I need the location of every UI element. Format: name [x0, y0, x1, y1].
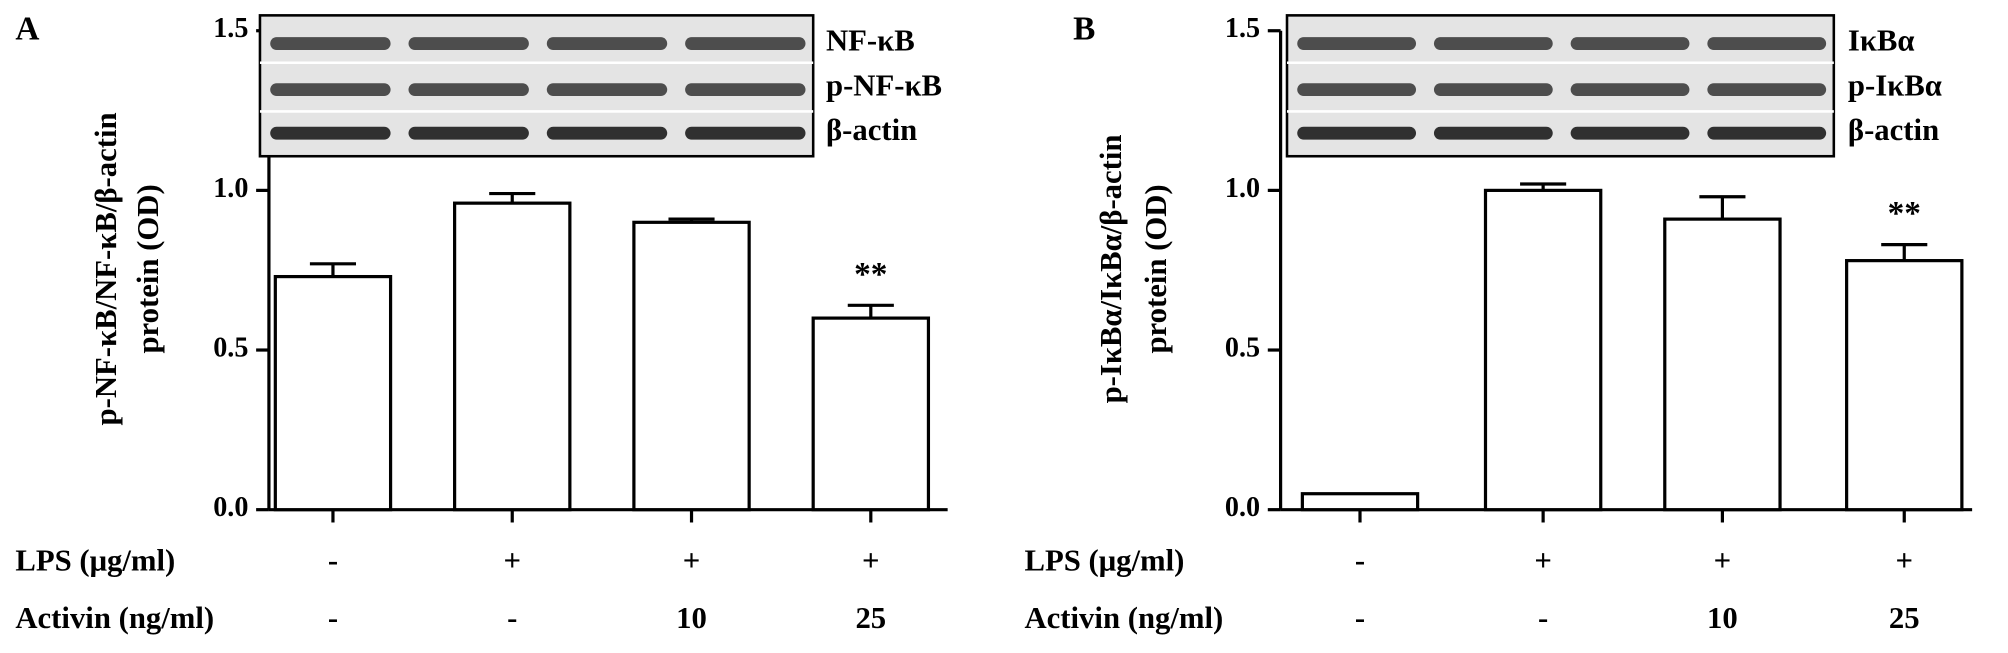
row-value: 10 [1707, 601, 1738, 635]
row-value: - [1538, 601, 1548, 635]
row-value: - [1355, 544, 1365, 578]
row-label: LPS (μg/ml) [1024, 544, 1184, 578]
blot-band [270, 126, 391, 140]
bar [1483, 188, 1603, 512]
row-value: + [862, 544, 880, 578]
row-value: 10 [676, 601, 707, 635]
significance: ** [1888, 195, 1921, 232]
blot-band [685, 37, 806, 50]
figure-body: A0.00.51.01.5p-NF-κB/NF-κB/β-actin protei… [15, 11, 1973, 635]
blot-band [1570, 83, 1690, 97]
blot-band [1570, 37, 1690, 50]
blot-label: IκBα [1848, 24, 1915, 58]
significance: ** [854, 256, 887, 293]
blot-label: NF-κB [826, 24, 915, 58]
y-axis-label: p-IκBα/IκBα/β-actin [1094, 134, 1128, 403]
y-axis-label: protein (OD) [1139, 184, 1173, 353]
row-value: + [1895, 544, 1913, 578]
panel-letter: A [15, 11, 39, 48]
blot-band [1433, 37, 1553, 50]
y-tick-label: 1.0 [213, 173, 248, 204]
panel-letter: B [1073, 11, 1095, 48]
y-tick-label: 1.0 [1225, 173, 1260, 204]
blot-band [546, 37, 668, 50]
y-tick-label: 1.5 [213, 13, 248, 44]
y-axis-label: p-NF-κB/NF-κB/β-actin [89, 112, 123, 425]
bar [1300, 492, 1420, 512]
blot-band [1297, 83, 1417, 97]
blot-label: p-NF-κB [826, 68, 942, 102]
blot-band [408, 83, 529, 97]
row-label: Activin (ng/ml) [1024, 601, 1223, 635]
blot-band [270, 83, 391, 97]
blot-band [408, 126, 529, 140]
row-label: LPS (μg/ml) [15, 544, 175, 578]
y-tick-label: 0.0 [1225, 492, 1260, 523]
bar [1663, 217, 1782, 512]
y-tick-label: 0.5 [213, 332, 248, 363]
blot-band [1433, 126, 1553, 140]
blot-band [1297, 126, 1417, 140]
blot-band [1297, 37, 1417, 50]
blot-band [408, 37, 529, 50]
row-value: + [503, 544, 521, 578]
y-axis-label: protein (OD) [131, 184, 165, 353]
blot-band [1707, 37, 1827, 50]
bar [632, 220, 751, 512]
row-value: - [328, 601, 338, 635]
blot-band [546, 126, 668, 140]
row-value: - [507, 601, 517, 635]
row-value: 25 [855, 601, 886, 635]
blot-band [1707, 83, 1827, 97]
blot-band [1433, 83, 1553, 97]
blot-label: p-IκBα [1848, 68, 1942, 102]
row-value: + [683, 544, 701, 578]
blot-band [1570, 126, 1690, 140]
blot-label: β-actin [826, 113, 917, 147]
blot-band [685, 126, 806, 140]
bar [811, 316, 931, 512]
bar [1845, 259, 1964, 512]
y-tick-label: 0.0 [213, 492, 248, 523]
y-tick-label: 1.5 [1225, 13, 1260, 44]
bar [453, 201, 572, 512]
blot-band [546, 83, 668, 97]
row-value: + [1534, 544, 1552, 578]
bar [273, 274, 393, 512]
row-value: 25 [1889, 601, 1920, 635]
row-value: + [1714, 544, 1732, 578]
blot-band [1707, 126, 1827, 140]
row-label: Activin (ng/ml) [15, 601, 214, 635]
blot-band [270, 37, 391, 50]
row-value: - [328, 544, 338, 578]
y-tick-label: 0.5 [1225, 332, 1260, 363]
row-value: - [1355, 601, 1365, 635]
blot-label: β-actin [1848, 113, 1939, 147]
blot-band [685, 83, 806, 97]
